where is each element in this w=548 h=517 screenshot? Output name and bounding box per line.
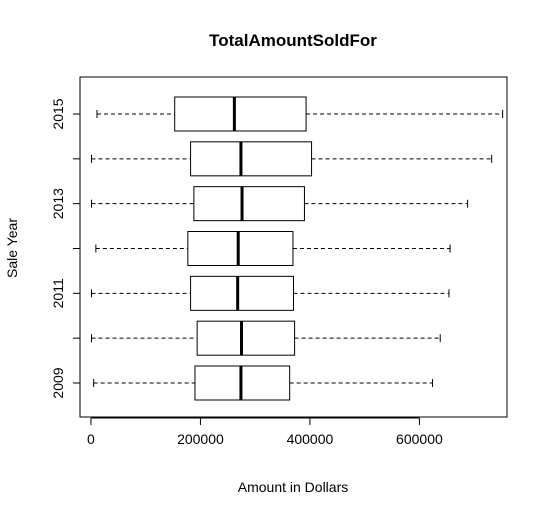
x-tick-label-200000: 200000 [177, 431, 224, 447]
box-2015 [174, 96, 307, 132]
box-2012 [187, 231, 294, 266]
x-tick-label-600000: 600000 [396, 431, 443, 447]
x-axis-label: Amount in Dollars [238, 479, 349, 495]
y-tick-label-2011: 2011 [50, 278, 66, 308]
x-tick-label-0: 0 [87, 431, 95, 447]
box-2014 [190, 141, 313, 177]
box-2010 [196, 320, 296, 356]
y-tick-label-2013: 2013 [50, 188, 66, 219]
y-axis-label: Sale Year [4, 218, 20, 278]
y-tick-label-2015: 2015 [50, 98, 66, 129]
box-2011 [190, 275, 294, 311]
plot-frame [79, 76, 508, 418]
x-tick-label-400000: 400000 [287, 431, 334, 447]
chart-marks: 2009 2011 2013 2015 0 200000 400000 600000 [50, 96, 504, 447]
box-2013 [193, 186, 305, 222]
y-tick-label-2009: 2009 [50, 367, 66, 398]
chart-title: TotalAmountSoldFor [209, 31, 377, 50]
